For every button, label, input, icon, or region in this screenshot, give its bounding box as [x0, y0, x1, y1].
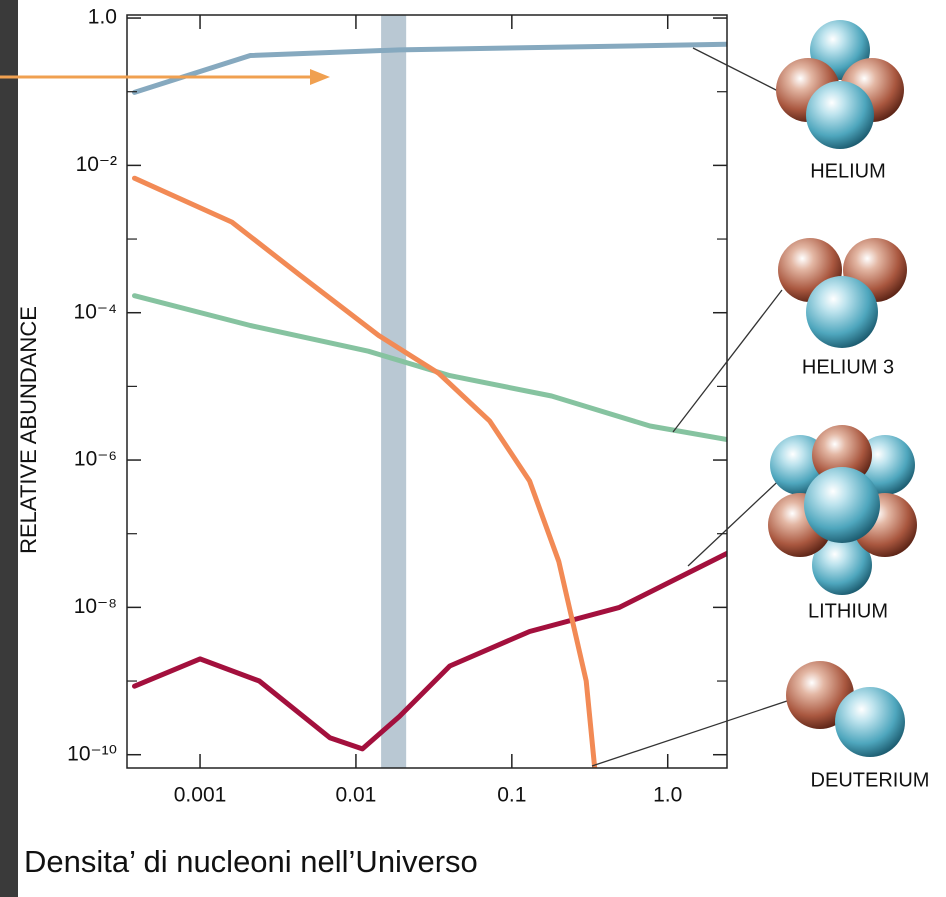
atom-label: HELIUM [810, 160, 886, 182]
shaded-band [381, 15, 406, 768]
sphere [835, 687, 905, 757]
atom-label: DEUTERIUM [811, 769, 930, 791]
y-tick-label: 10⁻⁸ [74, 595, 117, 618]
y-tick-label: 1.0 [88, 6, 117, 29]
y-axis-label: RELATIVE ABUNDANCE [16, 306, 41, 554]
caption: Densita’ di nucleoni nell’Universo [24, 844, 478, 879]
y-tick-label: 10⁻¹⁰ [67, 742, 117, 765]
atom-label: LITHIUM [808, 600, 888, 622]
sphere [806, 276, 878, 348]
y-tick-label: 10⁻⁶ [74, 448, 117, 471]
sphere [804, 467, 880, 543]
atom-label: HELIUM 3 [802, 356, 894, 378]
sphere [806, 81, 874, 149]
x-tick-label: 0.001 [174, 784, 227, 807]
y-tick-label: 10⁻² [76, 153, 117, 176]
x-tick-label: 0.1 [497, 784, 526, 807]
chart: HELIUM HELIUM 3 LITHIUM DEUTERIUM RELATI… [0, 0, 946, 897]
x-tick-label: 1.0 [653, 784, 682, 807]
y-tick-label: 10⁻⁴ [74, 300, 117, 323]
x-tick-label: 0.01 [335, 784, 376, 807]
